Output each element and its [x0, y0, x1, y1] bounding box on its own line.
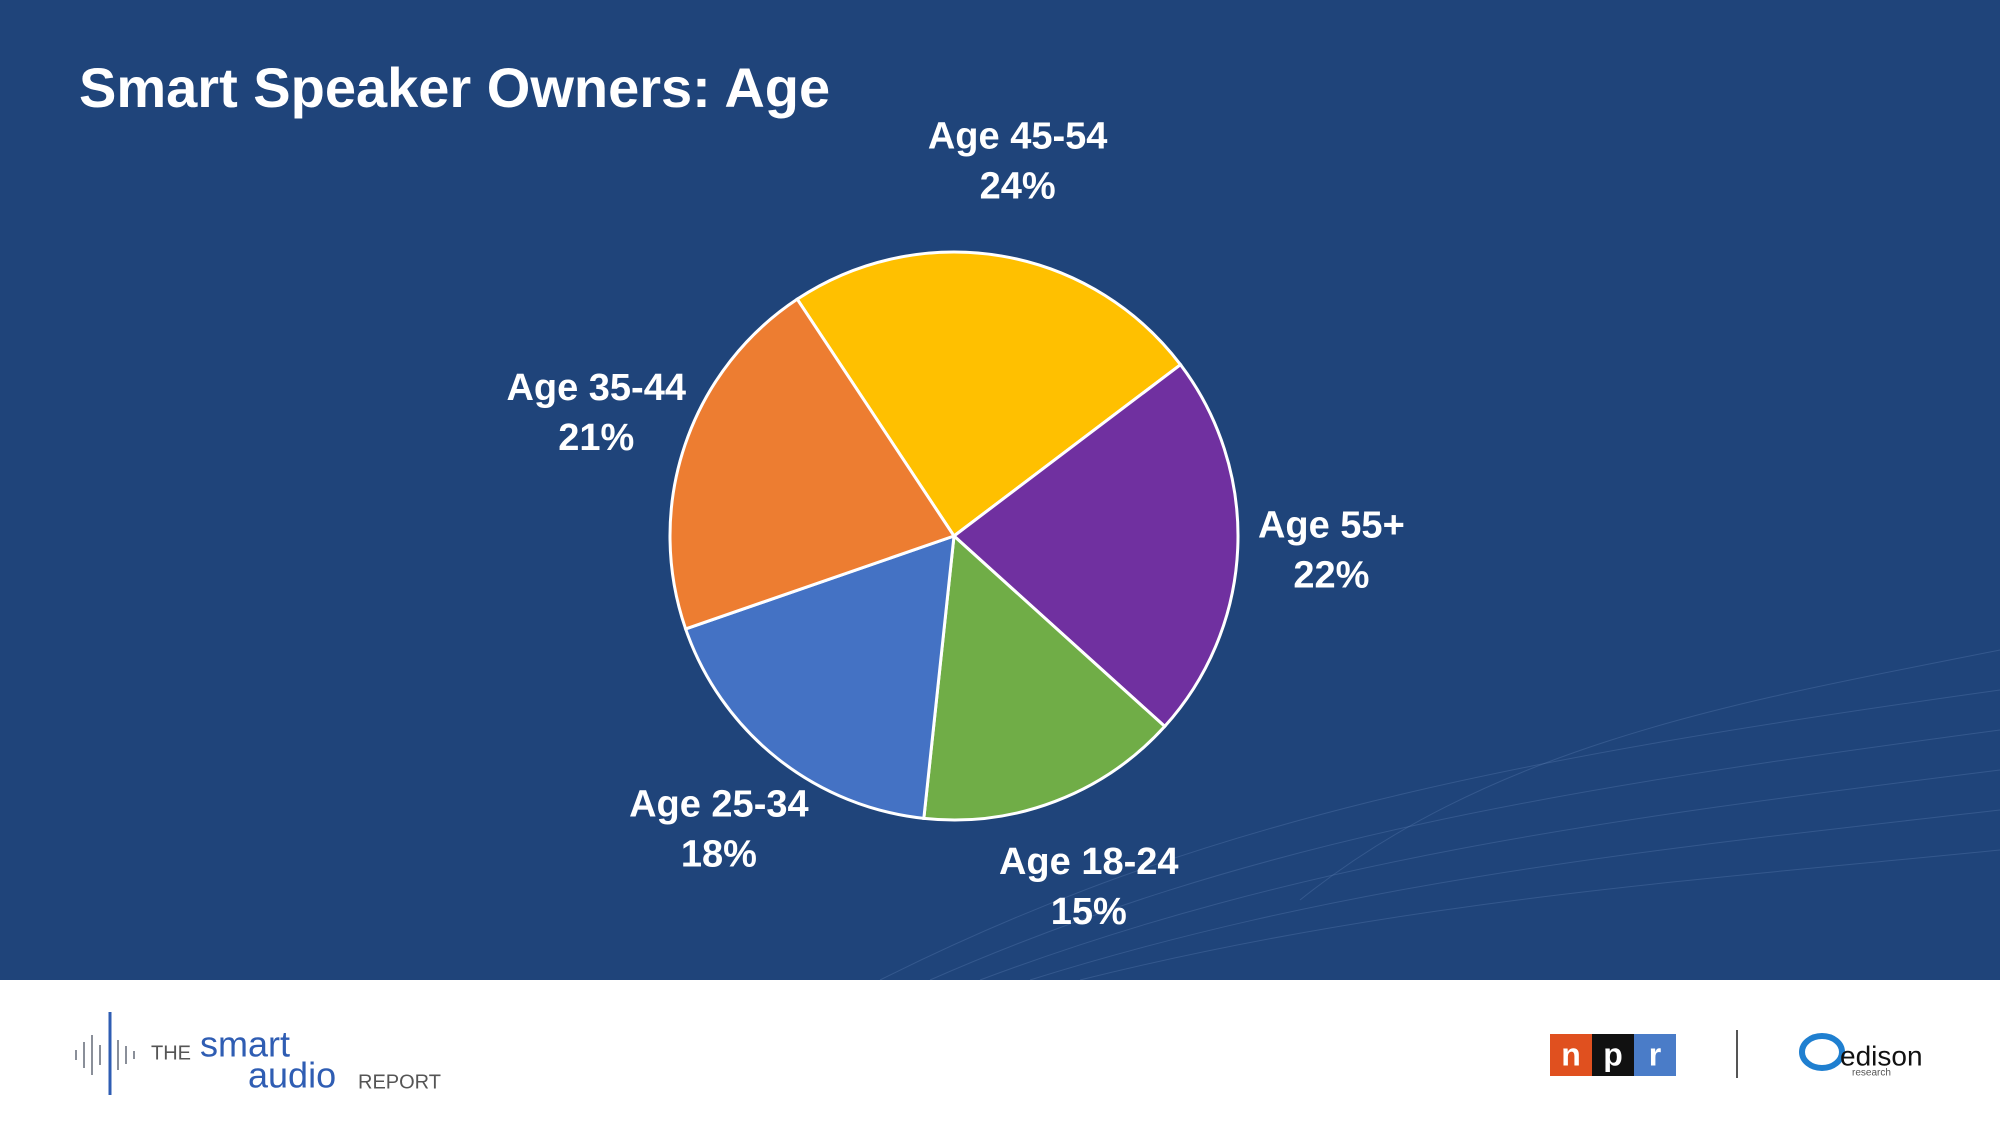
pie-slice — [951, 362, 1240, 729]
slice-value-label: 15% — [1051, 891, 1127, 933]
report-smart: smart — [200, 1024, 290, 1065]
slice-value-label: 22% — [1293, 555, 1369, 597]
report-the: THE — [151, 1042, 191, 1064]
slice-category-label: Age 35-44 — [506, 367, 686, 409]
chart-title: Smart Speaker Owners: Age — [79, 56, 830, 119]
slice-category-label: Age 18-24 — [999, 841, 1179, 883]
pie: Age 45-54 24% Age 55+ 22% Age 18-24 15% Age 25… — [506, 116, 1404, 933]
smart-audio-logo: THE smart audio REPORT — [75, 1012, 441, 1096]
slice-value-label: 21% — [558, 417, 634, 459]
pie-slice — [795, 250, 1183, 539]
wave-decoration — [879, 649, 2000, 981]
edison-sub: research — [1852, 1068, 1891, 1079]
slice-category-label: Age 45-54 — [928, 116, 1108, 158]
report-report: REPORT — [358, 1071, 441, 1093]
slice-category-label: Age 55+ — [1258, 505, 1405, 547]
slice-value-label: 24% — [980, 166, 1056, 208]
npr-letter: p — [1603, 1036, 1623, 1072]
slice-category-label: Age 25-34 — [629, 784, 809, 826]
npr-letter: r — [1649, 1036, 1661, 1072]
footer — [0, 980, 2000, 1125]
waveform-icon — [75, 1035, 135, 1075]
edison-name: edison — [1840, 1040, 1923, 1071]
pie-slice — [922, 532, 1167, 822]
edison-logo: edison research — [1799, 1033, 1923, 1079]
slice-value-label: 18% — [681, 834, 757, 876]
pie-slice — [668, 297, 957, 631]
npr-logo: n p r — [1550, 1034, 1676, 1076]
report-audio: audio — [248, 1055, 336, 1096]
npr-letter: n — [1561, 1036, 1581, 1072]
